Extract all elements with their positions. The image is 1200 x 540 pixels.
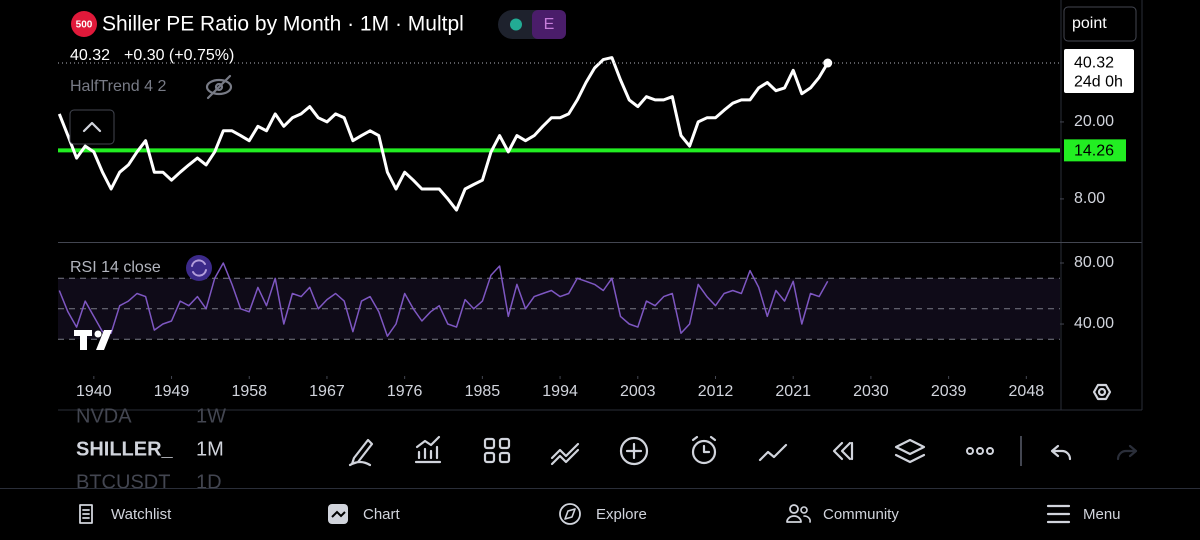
x-tick-label: 2039 <box>931 383 967 400</box>
x-tick-label: 2048 <box>1009 383 1045 400</box>
watchlist-interval[interactable]: 1D <box>196 471 222 493</box>
rsi-sync-button[interactable] <box>186 255 212 281</box>
symbol-badge[interactable] <box>71 11 97 37</box>
draw-tool[interactable] <box>348 438 374 467</box>
badge-text: 500 <box>76 20 93 31</box>
nav-item[interactable]: Community <box>823 506 899 523</box>
earnings-text: E <box>544 16 555 33</box>
nav-item[interactable]: Watchlist <box>111 506 172 523</box>
collapse-button[interactable] <box>69 109 115 145</box>
last-price-box <box>1064 49 1134 94</box>
y-tick-label: 8.00 <box>1074 190 1105 207</box>
hide-icon[interactable] <box>205 74 233 100</box>
scale-mode: point <box>1072 15 1107 32</box>
redo <box>1116 444 1138 461</box>
hline-label-bg <box>1064 139 1126 162</box>
hline-label: 14.26 <box>1074 143 1114 160</box>
x-tick-label: 1976 <box>387 383 423 400</box>
countdown: 24d 0h <box>1074 73 1123 90</box>
x-tick-label: 1985 <box>465 383 501 400</box>
sync-icon <box>191 259 207 277</box>
indicators-tool[interactable] <box>414 435 442 464</box>
last-price: 40.32 <box>70 47 110 64</box>
price-change: +0.30 (+0.75%) <box>124 47 234 64</box>
alert-tool[interactable] <box>691 435 717 465</box>
last-price-label: 40.32 <box>1074 54 1114 71</box>
nav-item[interactable]: Menu <box>1083 506 1121 523</box>
chart-type-tool[interactable] <box>758 443 788 462</box>
layout-tool[interactable] <box>483 437 511 464</box>
watchlist-interval[interactable]: 1W <box>196 405 226 427</box>
last-point <box>823 58 833 68</box>
nav-item[interactable]: Explore <box>596 506 647 523</box>
x-tick-label: 2003 <box>620 383 656 400</box>
series-line <box>58 262 829 337</box>
replay-tool[interactable] <box>832 441 854 461</box>
watchlist-interval[interactable]: 1M <box>196 438 224 460</box>
y-tick-label: 20.00 <box>1074 113 1114 130</box>
watchlist-symbol[interactable]: NVDA <box>76 405 132 427</box>
add-tool[interactable] <box>619 436 649 466</box>
earnings-badge[interactable] <box>532 10 566 39</box>
more-tool[interactable] <box>966 447 994 455</box>
y-tick-label: 40.00 <box>1074 315 1114 332</box>
x-tick-label: 1958 <box>231 383 267 400</box>
nav-item[interactable]: Chart <box>363 506 401 523</box>
watchlist-symbol[interactable]: BTCUSDT <box>76 471 170 493</box>
y-tick-label: 80.00 <box>1074 254 1114 271</box>
rsi-title[interactable]: RSI 14 close <box>70 259 161 276</box>
undo[interactable] <box>1050 444 1072 461</box>
collapse-icon <box>82 121 102 133</box>
chart-title[interactable]: Shiller PE Ratio by Month · 1M · Multpl <box>102 13 464 36</box>
x-tick-label: 2030 <box>853 383 889 400</box>
layers-tool[interactable] <box>894 438 926 464</box>
x-tick-label: 1967 <box>309 383 345 400</box>
nav-icons <box>79 503 1071 525</box>
scale-mode-button[interactable] <box>1063 6 1137 42</box>
series-line <box>57 56 829 212</box>
market-status <box>510 18 522 31</box>
indicator-name[interactable]: HalfTrend 4 2 <box>70 78 166 95</box>
tv-logo <box>74 330 112 350</box>
x-tick-label: 2012 <box>698 383 734 400</box>
x-tick-label: 2021 <box>775 383 811 400</box>
watchlist-symbol[interactable]: SHILLER_ <box>76 438 174 460</box>
x-tick-label: 1949 <box>154 383 190 400</box>
settings-icon[interactable] <box>1092 383 1112 401</box>
x-tick-label: 1994 <box>542 383 578 400</box>
x-tick-label: 1940 <box>76 383 112 400</box>
toolbar <box>348 435 1138 467</box>
compare-tool[interactable] <box>550 442 580 466</box>
